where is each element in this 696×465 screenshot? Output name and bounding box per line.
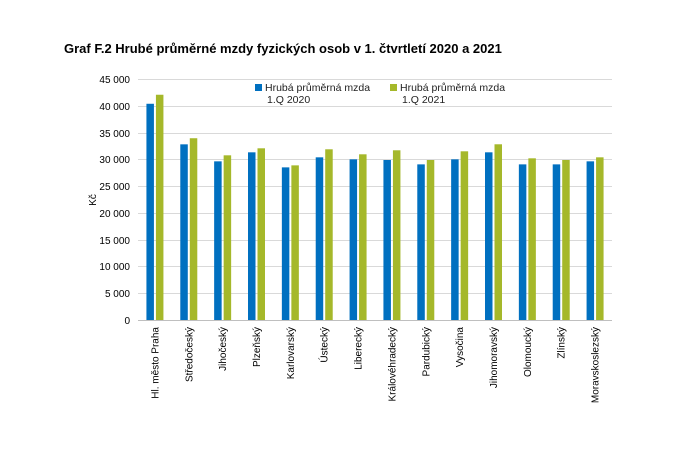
bar-2020 bbox=[180, 144, 188, 320]
legend-label-period: 1.Q 2020 bbox=[267, 94, 310, 106]
bar-2020 bbox=[146, 103, 154, 321]
bar-2020 bbox=[383, 160, 391, 320]
y-tick-label: 15 000 bbox=[99, 236, 130, 247]
x-tick-label: Zlínský bbox=[557, 327, 568, 359]
y-tick-label: 0 bbox=[124, 316, 130, 327]
x-tick-label: Karlovarský bbox=[286, 327, 297, 379]
bar-2021 bbox=[223, 155, 232, 320]
x-tick-label: Hl. město Praha bbox=[150, 327, 161, 399]
bar-2020 bbox=[485, 152, 493, 320]
legend-label: Hrubá průměrná mzda bbox=[265, 82, 370, 94]
x-tick-label: Olomoucký bbox=[523, 327, 534, 377]
y-axis-label: Kč bbox=[88, 194, 99, 206]
bar-2021 bbox=[460, 151, 469, 320]
x-tick-label: Vysočina bbox=[455, 327, 466, 368]
bar-2021 bbox=[426, 160, 435, 320]
legend-label-period: 1.Q 2021 bbox=[402, 94, 445, 106]
bar-2020 bbox=[248, 152, 256, 320]
bar-2020 bbox=[349, 159, 358, 320]
bar-2020 bbox=[552, 164, 561, 320]
bar-2021 bbox=[325, 149, 333, 320]
bar-2021 bbox=[392, 150, 401, 320]
bar-2021 bbox=[596, 157, 604, 320]
x-tick-label: Pardubický bbox=[421, 327, 432, 376]
x-tick-label: Jihočeský bbox=[218, 327, 229, 371]
bar-2020 bbox=[417, 164, 425, 320]
x-tick-label: Královéhradecký bbox=[387, 327, 398, 401]
y-tick-label: 25 000 bbox=[99, 182, 130, 193]
y-tick-label: 5 000 bbox=[105, 289, 130, 300]
y-tick-label: 20 000 bbox=[99, 209, 130, 220]
x-tick-label: Jihomoravský bbox=[489, 327, 500, 388]
bar-2021 bbox=[257, 148, 265, 320]
bar-2020 bbox=[518, 164, 527, 320]
bar-2021 bbox=[189, 138, 198, 320]
bar-2021 bbox=[155, 94, 164, 320]
bar-2020 bbox=[315, 157, 324, 320]
legend-swatch bbox=[390, 84, 397, 91]
y-tick-label: 40 000 bbox=[99, 102, 130, 113]
bar-2020 bbox=[214, 161, 222, 320]
chart-title: Graf F.2 Hrubé průměrné mzdy fyzických o… bbox=[64, 41, 502, 56]
legend-label: Hrubá průměrná mzda bbox=[400, 82, 505, 94]
x-tick-label: Plzeňský bbox=[252, 327, 263, 367]
bar-2021 bbox=[562, 160, 570, 320]
bar-2021 bbox=[494, 144, 502, 320]
y-tick-label: 35 000 bbox=[99, 129, 130, 140]
x-tick-label: Středočeský bbox=[184, 327, 195, 382]
x-tick-label: Liberecký bbox=[354, 327, 365, 370]
bar-2021 bbox=[528, 158, 536, 320]
x-tick-label: Moravskoslezský bbox=[591, 327, 602, 403]
x-tick-label: Ústecký bbox=[318, 327, 331, 363]
bar-2020 bbox=[281, 167, 290, 320]
bar-2021 bbox=[359, 154, 367, 320]
y-tick-label: 10 000 bbox=[99, 262, 130, 273]
legend-swatch bbox=[255, 84, 262, 91]
bar-2020 bbox=[451, 159, 459, 320]
y-tick-label: 45 000 bbox=[99, 75, 130, 86]
y-tick-label: 30 000 bbox=[99, 155, 130, 166]
bar-2020 bbox=[586, 161, 595, 320]
bar-2021 bbox=[291, 165, 299, 320]
